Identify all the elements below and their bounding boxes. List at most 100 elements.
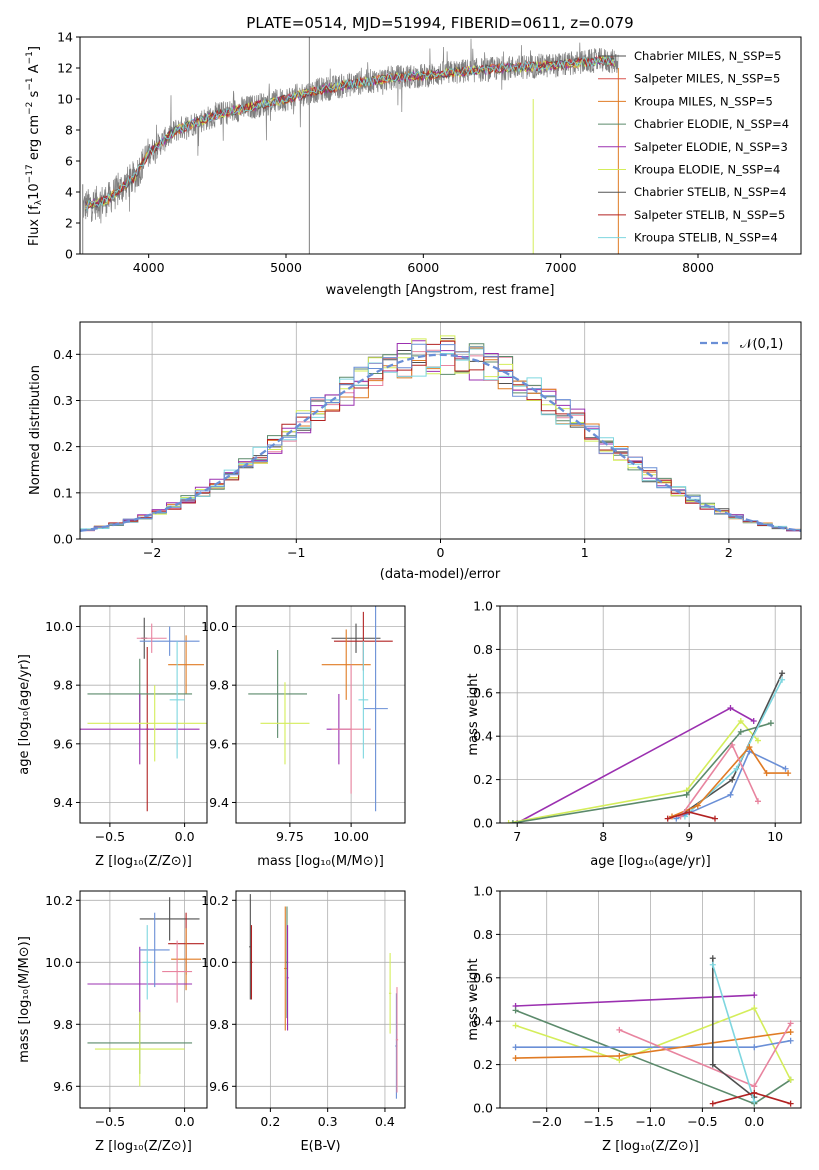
y-axis-label: Flux [fλ10−17 erg cm−2 s−1 A−1]: [25, 46, 44, 246]
data-point: [755, 737, 761, 744]
y-tick-label: 0.4: [473, 1014, 493, 1029]
data-point: [751, 1098, 758, 1105]
x-tick-label: −0.5: [687, 1114, 717, 1129]
z-vs-age-panel: −0.5 0.0 9.4 9.6 9.8 10.0 Z [log₁₀(Z/Z⊙)] age […: [17, 605, 208, 869]
plot-area: [80, 335, 801, 533]
data-point: [733, 765, 740, 772]
spectrum-panel: PLATE=0514, MJD=51994, FIBERID=0611, z=0…: [25, 14, 802, 298]
y-tick-label: 9.4: [209, 795, 229, 810]
data-point: [694, 802, 701, 809]
y-tick-label: 9.6: [53, 1079, 73, 1094]
weight-line-7: [712, 964, 756, 1102]
axes-frame: [499, 605, 802, 824]
y-tick-label: 9.6: [53, 736, 73, 751]
data-point: [709, 1100, 716, 1107]
weight-line-4: [515, 1031, 791, 1059]
x-axis-label: Z [log₁₀(Z/Z⊙)]: [95, 854, 192, 869]
z-vs-mass-panel: −0.5 0.0 9.6 9.8 10.0 10.2 Z [log₁₀(Z/Z⊙)] mass…: [17, 890, 208, 1154]
y-tick-label: 10: [57, 92, 73, 107]
legend-label: Salpeter ELODIE, N_SSP=3: [634, 140, 788, 154]
y-tick-label: 0.3: [53, 393, 73, 408]
y-tick-label: 9.6: [209, 1079, 229, 1094]
data-point: [737, 728, 744, 735]
y-tick-label: 0.2: [473, 1057, 493, 1072]
y-axis-label: Normed distribution: [28, 365, 43, 495]
y-tick-label: 9.8: [209, 678, 229, 693]
data-point: [512, 1022, 519, 1029]
y-tick-label: 9.8: [209, 1017, 229, 1032]
axes-frame: [79, 605, 208, 824]
data-point: [512, 1007, 519, 1014]
y-tick-label: 0.0: [473, 816, 493, 831]
y-tick-label: 4: [65, 185, 73, 200]
x-tick-label: 8000: [682, 260, 714, 275]
x-tick-label: 1: [581, 545, 589, 560]
y-tick-label: 0: [65, 247, 73, 262]
legend-label: Kroupa MILES, N_SSP=5: [634, 94, 773, 108]
x-tick-label: 0.0: [175, 1114, 195, 1129]
x-axis-label: E(B-V): [300, 1139, 340, 1154]
x-tick-label: 0.3: [318, 1114, 338, 1129]
y-tick-label: 0.4: [473, 729, 493, 744]
data-point: [755, 798, 761, 805]
mass-vs-age-panel: 9.75 10.00 9.4 9.6 9.8 10.0 mass [log₁₀(M/M⊙)]: [201, 605, 406, 869]
axes-frame: [235, 605, 406, 824]
data-point: [751, 992, 758, 999]
plot-area: [248, 606, 393, 812]
weight-line-6: [711, 958, 755, 1098]
x-axis-label: Z [log₁₀(Z/Z⊙)]: [602, 1139, 699, 1154]
data-point: [727, 704, 734, 711]
x-axis-label: age [log₁₀(age/yr)]: [590, 854, 711, 869]
plot-area: [249, 894, 399, 1099]
data-point: [751, 1083, 758, 1090]
data-point: [779, 676, 786, 683]
legend-label: Chabrier ELODIE, N_SSP=4: [634, 117, 789, 131]
y-tick-label: 10.0: [45, 955, 73, 970]
x-tick-label: 0: [437, 545, 445, 560]
y-axis-label: mass weight: [466, 673, 481, 755]
chart-title: PLATE=0514, MJD=51994, FIBERID=0611, z=0…: [246, 14, 633, 32]
data-point: [787, 1037, 794, 1044]
weight-vs-age-panel: 7 8 9 10 0.0 0.2 0.4 0.6 0.8 1.0 age [log₁₀(age/yr…: [466, 599, 802, 869]
residual-histogram-panel: −2 −1 0 1 2 0.0 0.1 0.2 0.3 0.4 𝒩(0,1) (data-model…: [28, 321, 802, 582]
x-tick-label: −2: [143, 545, 161, 560]
x-tick-label: 10.00: [333, 829, 369, 844]
y-tick-label: 8: [65, 123, 73, 138]
data-point: [787, 1100, 794, 1107]
x-tick-label: 0.0: [175, 829, 195, 844]
legend-label: Kroupa STELIB, N_SSP=4: [634, 231, 778, 245]
axes-frame: [79, 36, 802, 255]
histogram-8: [80, 343, 801, 531]
y-axis-label: mass weight: [466, 958, 481, 1040]
data-point: [787, 1029, 794, 1036]
x-tick-label: 0.0: [744, 1114, 764, 1129]
y-axis-label: mass [log₁₀(M/M⊙)]: [17, 936, 32, 1063]
data-point: [616, 1052, 623, 1059]
x-tick-label: 7: [513, 829, 521, 844]
weight-line-5: [619, 1023, 792, 1088]
x-tick-label: 9.75: [276, 829, 304, 844]
weight-line-0: [515, 994, 755, 1007]
data-point: [779, 670, 786, 677]
data-point: [709, 1061, 716, 1068]
y-tick-label: 0.6: [473, 685, 493, 700]
x-tick-label: 6000: [407, 260, 439, 275]
data-point: [512, 1055, 519, 1062]
legend-label: Chabrier MILES, N_SSP=5: [634, 49, 781, 63]
data-point: [746, 744, 753, 751]
x-tick-label: 0.2: [260, 1114, 280, 1129]
data-point: [505, 820, 512, 823]
x-tick-label: 10: [767, 829, 783, 844]
ebv-vs-mass-panel: 0.2 0.3 0.4 9.6 9.8 10.0 10.2 E(B-V): [201, 890, 406, 1154]
data-point: [727, 791, 734, 798]
data-point: [767, 720, 774, 727]
y-tick-label: 1.0: [473, 884, 493, 899]
y-tick-label: 6: [65, 154, 73, 169]
x-tick-label: −1.0: [635, 1114, 665, 1129]
plot-area: [505, 670, 792, 823]
data-point: [751, 1005, 758, 1012]
data-point: [709, 955, 716, 962]
y-tick-label: 0.0: [473, 1101, 493, 1116]
data-point: [787, 1020, 794, 1027]
data-point: [782, 765, 789, 772]
